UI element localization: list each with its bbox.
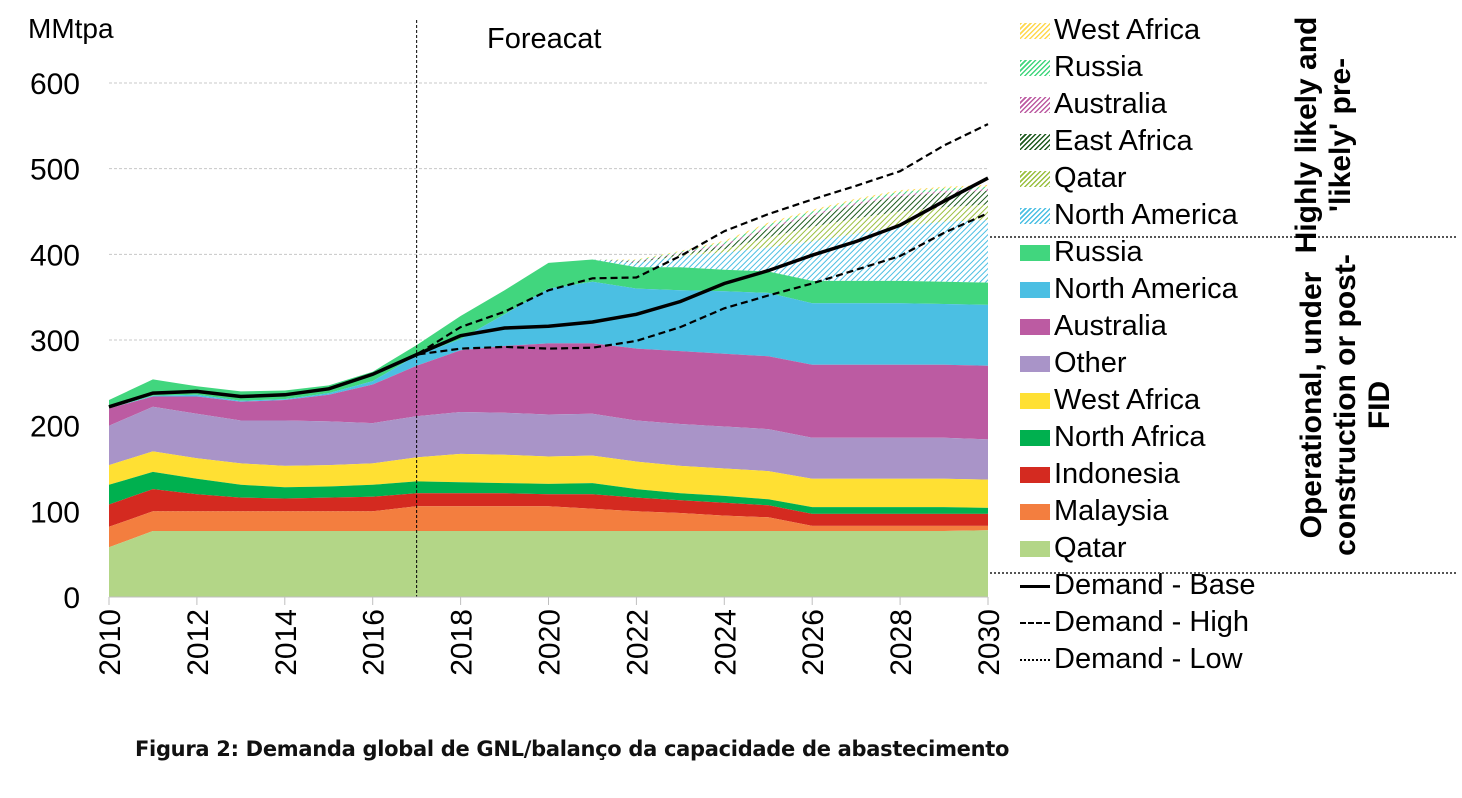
legend-label: West Africa <box>1054 14 1201 46</box>
area-operational-qatar <box>109 530 988 597</box>
area-likely-north-america <box>109 220 988 400</box>
legend-label: North America <box>1054 199 1238 231</box>
legend-label: Russia <box>1054 51 1143 83</box>
operational-group-label: Operational, under construction or post-… <box>1295 254 1396 556</box>
likely-group-label: Highly likely and 'likely' pre- <box>1290 16 1357 254</box>
legend-swatch <box>1020 133 1050 150</box>
legend-item: Qatar <box>1020 530 1320 567</box>
legend-swatch <box>1020 429 1050 446</box>
area-operational-malaysia <box>109 506 988 548</box>
legend-label: Russia <box>1054 236 1143 268</box>
x-tick-label: 2020 <box>534 609 567 676</box>
legend-label: Demand - Low <box>1054 643 1243 675</box>
legend-label: Other <box>1054 347 1127 379</box>
legend-item: Demand - Low <box>1020 641 1320 678</box>
legend-label: Australia <box>1054 88 1167 120</box>
area-operational-russia <box>109 259 988 409</box>
legend-label: Qatar <box>1054 532 1127 564</box>
area-operational-other <box>109 406 988 480</box>
legend-item: West Africa <box>1020 12 1320 49</box>
legend-item: Malaysia <box>1020 493 1320 530</box>
legend-item: Russia <box>1020 49 1320 86</box>
legend-label: Demand - Base <box>1054 569 1256 601</box>
x-tick-label: 2030 <box>973 609 1000 676</box>
legend-line-swatch <box>1020 652 1050 668</box>
x-tick-label: 2012 <box>182 609 215 676</box>
y-tick-label: 300 <box>30 325 80 358</box>
x-tick-label: 2026 <box>797 609 830 676</box>
legend-item: Demand - Base <box>1020 567 1320 604</box>
legend-line-swatch <box>1020 615 1050 631</box>
legend-item: Demand - High <box>1020 604 1320 641</box>
y-tick-label: 400 <box>30 239 80 272</box>
legend-swatch <box>1020 318 1050 335</box>
legend-swatch <box>1020 281 1050 298</box>
legend-line-swatch <box>1020 578 1050 594</box>
figure-caption: Figura 2: Demanda global de GNL/balanço … <box>135 737 1010 761</box>
legend-label: Australia <box>1054 310 1167 342</box>
legend-swatch <box>1020 22 1050 39</box>
forecast-label: Foreacat <box>487 23 601 55</box>
x-tick-label: 2014 <box>270 609 303 676</box>
y-axis-label: MMtpa <box>28 13 114 44</box>
legend-item: North Africa <box>1020 419 1320 456</box>
x-tick-label: 2016 <box>358 609 391 676</box>
y-tick-label: 500 <box>30 154 80 187</box>
legend-swatch <box>1020 59 1050 76</box>
legend-separator-bottom <box>990 572 1456 574</box>
x-tick-label: 2022 <box>621 609 654 676</box>
legend-label: Demand - High <box>1054 606 1250 638</box>
x-tick-label: 2028 <box>885 609 918 676</box>
legend-item: Qatar <box>1020 160 1320 197</box>
area-operational-indonesia <box>109 489 988 527</box>
area-operational-australia <box>109 343 988 440</box>
legend-swatch <box>1020 503 1050 520</box>
y-tick-label: 0 <box>63 582 80 615</box>
area-operational-north-africa <box>109 471 988 514</box>
legend-item: Indonesia <box>1020 456 1320 493</box>
chart-plot: 0 100 200 300 400 500 600 2010 2012 2014 2016 2018 2… <box>28 13 1000 676</box>
y-tick-label: 600 <box>30 68 80 101</box>
legend-label: Indonesia <box>1054 458 1180 490</box>
line-demand-low <box>108 212 989 408</box>
y-tick-label: 100 <box>30 496 80 529</box>
legend-label: North America <box>1054 273 1238 305</box>
legend-item: Russia <box>1020 234 1320 271</box>
legend-swatch <box>1020 355 1050 372</box>
legend-swatch <box>1020 540 1050 557</box>
legend-swatch <box>1020 244 1050 261</box>
legend-item: North America <box>1020 197 1320 234</box>
x-tick-label: 2010 <box>94 609 127 676</box>
area-operational-west-africa <box>109 451 988 508</box>
legend-item: Australia <box>1020 308 1320 345</box>
legend-item: Australia <box>1020 86 1320 123</box>
legend-label: North Africa <box>1054 421 1206 453</box>
legend-label: East Africa <box>1054 125 1193 157</box>
legend-label: Malaysia <box>1054 495 1169 527</box>
legend-swatch <box>1020 207 1050 224</box>
legend-swatch <box>1020 392 1050 409</box>
legend-separator-top <box>990 236 1456 238</box>
legend-item: North America <box>1020 271 1320 308</box>
legend-swatch <box>1020 170 1050 187</box>
legend-item: West Africa <box>1020 382 1320 419</box>
x-tick-label: 2018 <box>446 609 479 676</box>
legend-label: West Africa <box>1054 384 1201 416</box>
x-tick-label: 2024 <box>709 609 742 676</box>
legend-swatch <box>1020 96 1050 113</box>
legend-label: Qatar <box>1054 162 1127 194</box>
legend: West Africa Russia Australia East Africa Qat… <box>1020 12 1320 678</box>
legend-item: Other <box>1020 345 1320 382</box>
area-operational-north-america <box>109 281 988 409</box>
legend-swatch <box>1020 466 1050 483</box>
legend-item: East Africa <box>1020 123 1320 160</box>
y-tick-label: 200 <box>30 411 80 444</box>
